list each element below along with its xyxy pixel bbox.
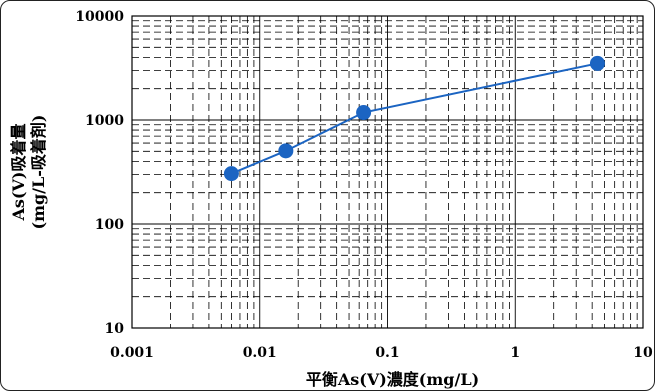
data-point xyxy=(223,166,239,182)
y-tick-label: 10000 xyxy=(75,9,124,25)
y-axis-title-line2: (mg/L-吸着剤) xyxy=(29,115,48,230)
data-point xyxy=(356,105,372,121)
x-tick-label: 0.001 xyxy=(110,345,154,361)
y-tick-label: 100 xyxy=(95,217,124,233)
x-tick-label: 10 xyxy=(633,345,653,361)
plot-area-border xyxy=(131,15,644,329)
y-axis-ticks: 10 100 1000 10000 xyxy=(75,9,124,337)
data-points xyxy=(223,55,605,182)
y-axis-title-line1: As(Ⅴ)吸着量 xyxy=(9,124,28,222)
y-tick-label: 10 xyxy=(105,321,125,337)
y-tick-label: 1000 xyxy=(85,113,124,129)
series-line xyxy=(231,62,598,175)
data-point xyxy=(589,55,605,71)
x-tick-label: 0.01 xyxy=(243,345,277,361)
x-axis-title: 平衡As(Ⅴ)濃度(mg/L) xyxy=(306,370,479,389)
data-point xyxy=(278,143,294,159)
x-tick-label: 0.1 xyxy=(375,345,399,361)
grid xyxy=(132,16,643,328)
x-axis-ticks: 0.001 0.01 0.1 1 10 xyxy=(110,345,653,361)
x-tick-label: 1 xyxy=(510,345,520,361)
